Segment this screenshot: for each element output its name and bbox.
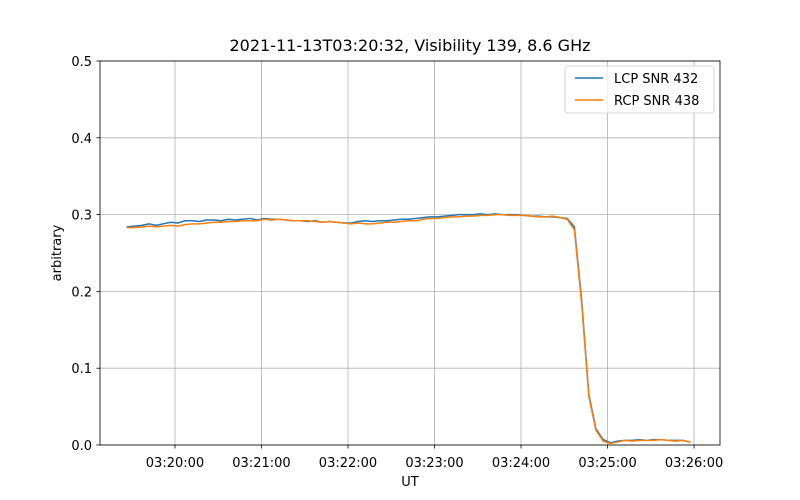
y-tick-label: 0.1 [71, 362, 92, 377]
series-line-rcp [126, 213, 691, 445]
y-axis-label: arbitrary [50, 224, 65, 281]
x-tick-label: 03:21:00 [232, 456, 290, 471]
x-tick-label: 03:22:00 [319, 456, 377, 471]
x-tick-label: 03:26:00 [665, 456, 723, 471]
x-tick-label: 03:24:00 [492, 456, 550, 471]
legend-label-lcp: LCP SNR 432 [614, 72, 698, 87]
x-tick-label: 03:23:00 [405, 456, 463, 471]
legend: LCP SNR 432 RCP SNR 438 [564, 65, 715, 114]
y-tick-label: 0.3 [71, 209, 92, 224]
y-tick-label: 0.5 [71, 55, 92, 70]
chart-title: 2021-11-13T03:20:32, Visibility 139, 8.6… [230, 36, 591, 55]
legend-label-rcp: RCP SNR 438 [614, 94, 699, 109]
x-tick-label: 03:20:00 [146, 456, 204, 471]
y-tick-label: 0.0 [71, 439, 92, 454]
x-tick-label: 03:25:00 [578, 456, 636, 471]
series-lines [126, 213, 691, 445]
axis-ticks: 03:20:00 03:21:00 03:22:00 03:23:00 03:24:00… [71, 55, 723, 471]
plot-frame [99, 60, 721, 446]
y-tick-label: 0.4 [71, 132, 92, 147]
y-tick-label: 0.2 [71, 285, 92, 300]
x-axis-label: UT [401, 475, 419, 490]
